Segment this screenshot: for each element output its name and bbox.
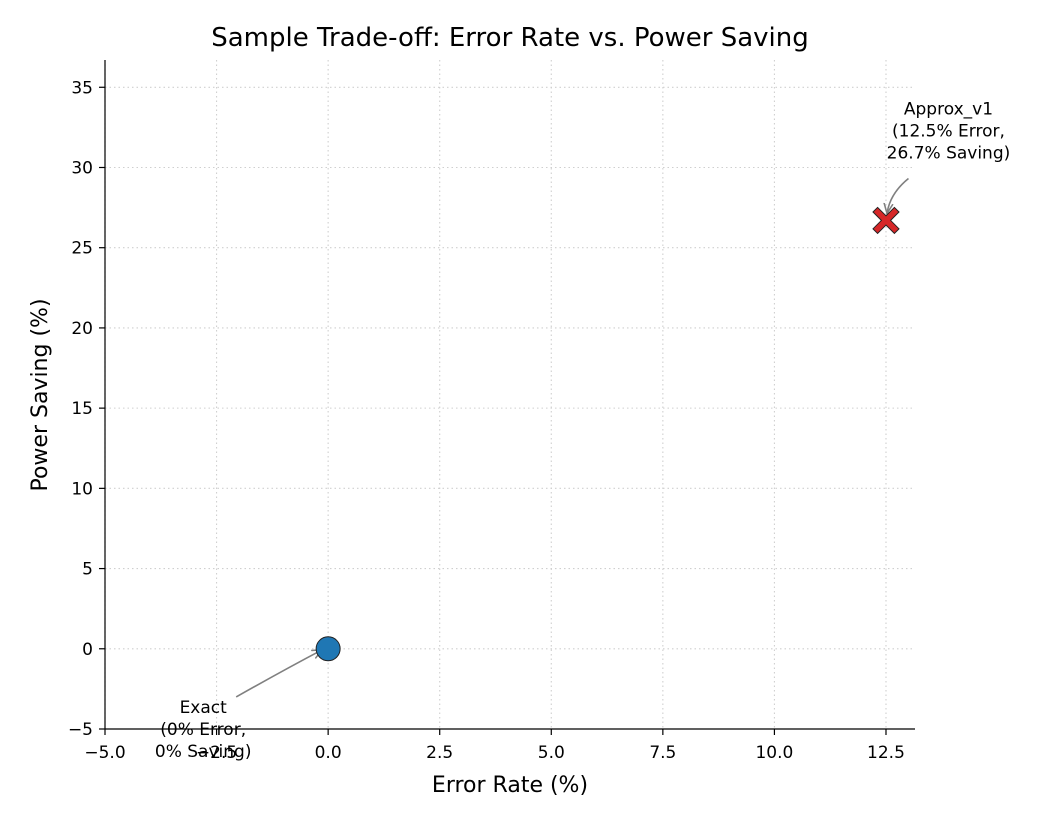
data-point-approx-v1 (872, 206, 900, 235)
x-tick-label: 10.0 (755, 743, 793, 763)
annotation-text: Exact (0% Error, 0% Saving) (155, 698, 252, 762)
y-tick-label: 15 (71, 399, 93, 419)
x-axis-label: Error Rate (%) (432, 773, 588, 798)
annotation-text: Approx_v1 (12.5% Error, 26.7% Saving) (887, 100, 1011, 164)
annotations: Exact (0% Error, 0% Saving) Approx_v1 (12.5%… (155, 100, 1010, 762)
x-tick-label: 2.5 (426, 743, 453, 763)
x-tick-label: −2.5 (196, 743, 237, 763)
chart-title: Sample Trade-off: Error Rate vs. Power S… (211, 23, 809, 53)
point-annotation: Exact (0% Error, 0% Saving) (155, 650, 322, 762)
x-tick-label: 7.5 (649, 743, 676, 763)
axes (104, 60, 915, 730)
y-tick-label: 25 (71, 239, 93, 259)
y-tick-label: 0 (82, 640, 93, 660)
y-tick-label: 10 (71, 479, 93, 499)
y-tick-label: 5 (82, 560, 93, 580)
x-tick-label: −5.0 (84, 743, 125, 763)
data-point-exact (315, 636, 341, 662)
data-points (315, 206, 900, 662)
y-tick-label: 35 (71, 78, 93, 98)
x-tick-label: 12.5 (867, 743, 905, 763)
y-tick-label: 30 (71, 158, 93, 178)
x-tick-label: 5.0 (538, 743, 565, 763)
point-annotation: Approx_v1 (12.5% Error, 26.7% Saving) (887, 100, 1011, 214)
annotation-arrow (887, 177, 909, 214)
x-tick-label: 0.0 (315, 743, 342, 763)
y-tick-label: −5 (68, 720, 93, 740)
tick-marks: −5.0 −2.5 0.0 2.5 5.0 7.5 10.0 12.5 −5 0 5 10 15 20 25… (68, 78, 905, 763)
y-axis-label: Power Saving (%) (28, 298, 53, 491)
y-tick-label: 20 (71, 319, 93, 339)
grid-lines (104, 60, 915, 730)
annotation-arrow (235, 650, 322, 698)
